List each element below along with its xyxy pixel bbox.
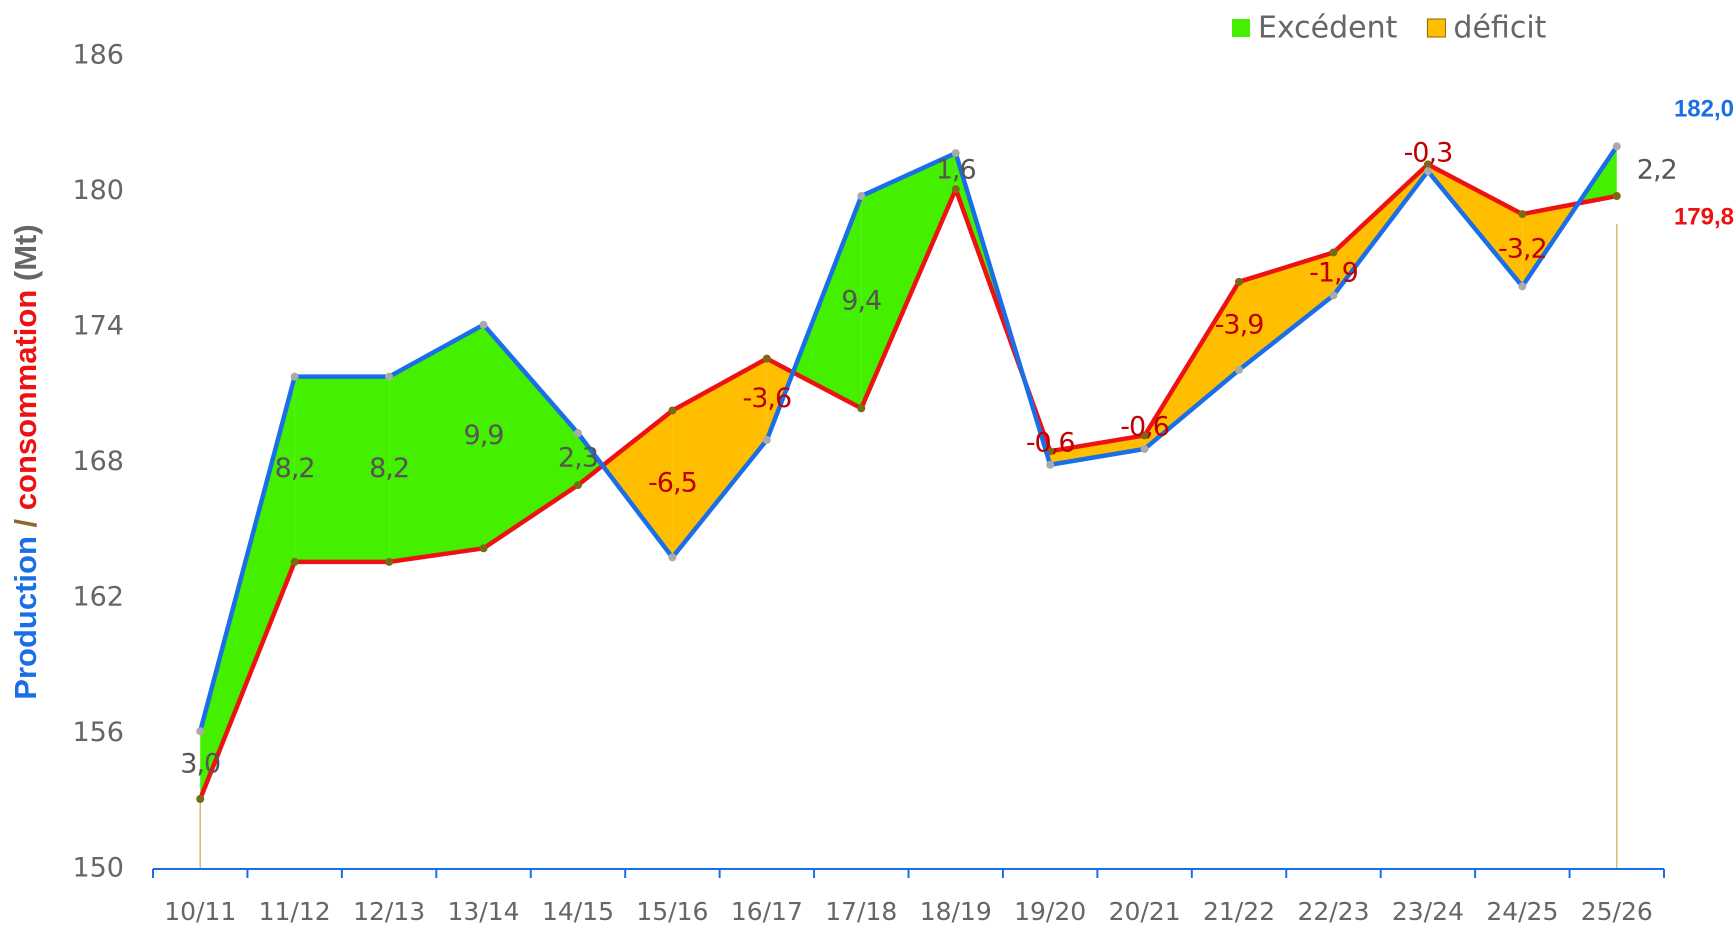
y-title-part: Production — [8, 536, 43, 700]
deficit-area — [1239, 252, 1334, 370]
x-tick-label: 17/18 — [825, 897, 897, 926]
x-tick-label: 18/19 — [920, 897, 992, 926]
point-marker — [1518, 210, 1527, 219]
point-marker — [951, 185, 960, 194]
data-label: -0,6 — [1026, 427, 1075, 458]
data-label: -0,3 — [1404, 137, 1453, 168]
x-tick-label: 24/25 — [1486, 897, 1558, 926]
y-tick-label: 180 — [72, 175, 124, 206]
y-tick-label: 174 — [72, 311, 124, 342]
point-marker — [1423, 167, 1432, 176]
y-tick-label: 168 — [72, 446, 124, 477]
end-label: 182,0 — [1674, 95, 1734, 122]
data-label: -0,6 — [1120, 412, 1169, 443]
point-marker — [762, 354, 771, 363]
surplus-area — [200, 376, 295, 799]
x-tick-label: 15/16 — [636, 897, 708, 926]
point-marker — [573, 429, 582, 438]
data-label: 3,0 — [180, 749, 220, 780]
y-tick-label: 162 — [72, 582, 124, 613]
point-marker — [1140, 444, 1149, 453]
data-label: 1,6 — [936, 155, 976, 186]
point-marker — [290, 372, 299, 381]
point-marker — [573, 481, 582, 490]
surplus-area — [483, 324, 578, 549]
point-marker — [951, 149, 960, 158]
x-tick-label: 20/21 — [1109, 897, 1181, 926]
y-tick-label: 150 — [72, 853, 124, 884]
point-marker — [1423, 160, 1432, 169]
series-line — [198, 145, 1619, 732]
point-marker — [1329, 291, 1338, 300]
point-marker — [762, 435, 771, 444]
x-tick-label: 23/24 — [1392, 897, 1464, 926]
data-label: 9,4 — [841, 286, 881, 317]
surplus-area — [861, 153, 956, 409]
surplus-area — [577, 433, 603, 486]
data-label: 8,2 — [369, 453, 409, 484]
point-marker — [479, 544, 488, 553]
deficit-area — [1050, 435, 1145, 465]
y-title-part: (Mt) — [8, 224, 43, 281]
data-label: 2,3 — [558, 443, 598, 474]
point-marker — [196, 727, 205, 736]
y-title-part: consommation — [8, 290, 43, 510]
data-label: -3,6 — [743, 383, 792, 414]
x-tick-label: 22/23 — [1297, 897, 1369, 926]
series-line — [198, 162, 1618, 800]
data-label: -3,2 — [1498, 234, 1547, 265]
point-marker — [1046, 460, 1055, 469]
x-tick-label: 10/11 — [164, 897, 236, 926]
x-tick-label: 19/20 — [1014, 897, 1086, 926]
point-marker — [385, 557, 394, 566]
y-tick-label: 156 — [72, 717, 124, 748]
point-marker — [1140, 431, 1149, 440]
x-tick-label: 14/15 — [542, 897, 614, 926]
legend-label: Excédent — [1258, 11, 1398, 46]
point-marker — [668, 406, 677, 415]
x-tick-label: 21/22 — [1203, 897, 1275, 926]
point-marker — [857, 192, 866, 201]
end-label: 179,8 — [1674, 203, 1734, 230]
point-marker — [1612, 192, 1621, 201]
surplus-area — [389, 324, 484, 562]
point-marker — [290, 557, 299, 566]
point-marker — [479, 320, 488, 329]
point-marker — [1329, 248, 1338, 257]
y-title-part: / — [8, 518, 43, 527]
point-marker — [1612, 142, 1621, 151]
data-label: -1,9 — [1309, 257, 1358, 288]
deficit-area — [672, 358, 767, 558]
y-tick-label: 186 — [72, 40, 124, 71]
x-tick-label: 16/17 — [731, 897, 803, 926]
data-label: 2,2 — [1637, 155, 1677, 186]
point-marker — [196, 794, 205, 803]
x-tick-label: 11/12 — [259, 897, 331, 926]
y-axis-title: Production / consommation (Mt) — [8, 224, 43, 699]
data-label: -3,9 — [1215, 309, 1264, 340]
x-tick-label: 13/14 — [448, 897, 520, 926]
deficit-area — [602, 410, 673, 558]
point-marker — [668, 553, 677, 562]
x-tick-label: 12/13 — [353, 897, 425, 926]
point-marker — [385, 372, 394, 381]
surplus-area — [792, 196, 862, 409]
data-label: -6,5 — [648, 467, 697, 498]
data-label: 9,9 — [464, 420, 504, 451]
legend-swatch — [1426, 18, 1446, 38]
surplus-area — [294, 376, 390, 562]
point-marker — [857, 404, 866, 413]
x-tick-label: 25/26 — [1581, 897, 1653, 926]
data-label: 8,2 — [275, 453, 315, 484]
point-marker — [1235, 365, 1244, 374]
point-marker — [1235, 277, 1244, 286]
point-marker — [1518, 282, 1527, 291]
legend-swatch — [1232, 19, 1250, 37]
legend-label: déficit — [1453, 11, 1546, 46]
